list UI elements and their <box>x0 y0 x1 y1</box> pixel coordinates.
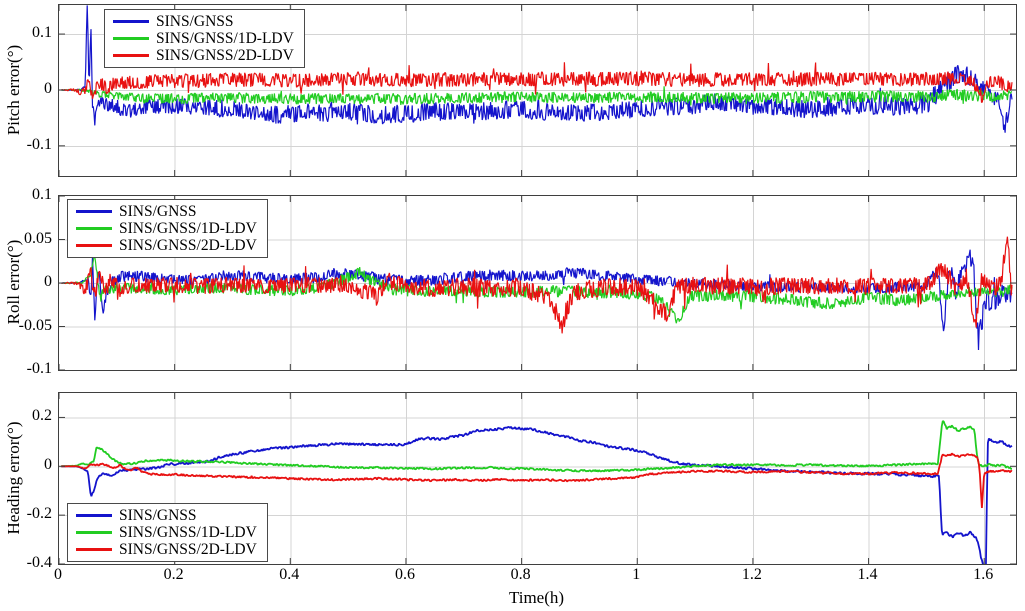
legend-label: SINS/GNSS/2D-LDV <box>119 541 257 558</box>
heading-legend: SINS/GNSS SINS/GNSS/1D-LDV SINS/GNSS/2D-LD… <box>67 503 268 562</box>
legend-label: SINS/GNSS/1D-LDV <box>119 220 257 237</box>
legend-line-swatch <box>113 20 149 23</box>
legend-line-swatch <box>76 514 112 517</box>
y-tick-label: 0 <box>44 456 52 474</box>
legend-item: SINS/GNSS <box>76 203 257 220</box>
x-tick-label: 0.4 <box>279 566 300 583</box>
x-axis-title: Time(h) <box>508 588 565 607</box>
x-tick-label: 0.8 <box>510 566 531 583</box>
legend-line-swatch <box>76 227 112 230</box>
series-line-sins-gnss-1d-ldv <box>61 420 1013 473</box>
y-tick-label: -0.1 <box>26 360 52 377</box>
legend-item: SINS/GNSS <box>76 507 257 524</box>
y-tick-label: 0 <box>44 79 52 97</box>
legend-label: SINS/GNSS/2D-LDV <box>119 237 257 254</box>
legend-label: SINS/GNSS/2D-LDV <box>156 47 294 64</box>
legend-item: SINS/GNSS/1D-LDV <box>76 220 257 237</box>
x-tick-label: 0.6 <box>394 566 415 583</box>
y-tick-label: 0 <box>44 273 52 290</box>
legend-line-swatch <box>113 37 149 40</box>
y-tick-label: 0.2 <box>32 407 52 425</box>
series-line-sins-gnss <box>61 5 1013 133</box>
legend-label: SINS/GNSS/1D-LDV <box>156 30 294 47</box>
x-tick-label: 1.6 <box>973 566 994 583</box>
legend-item: SINS/GNSS/1D-LDV <box>76 524 257 541</box>
legend-label: SINS/GNSS/1D-LDV <box>119 524 257 541</box>
legend-item: SINS/GNSS/1D-LDV <box>113 30 294 47</box>
heading-error--canvas <box>59 393 1016 564</box>
y-tick-label: 0.1 <box>32 186 52 203</box>
legend-item: SINS/GNSS/2D-LDV <box>76 541 257 558</box>
series-line-sins-gnss-1d-ldv <box>61 86 1013 106</box>
y-tick-label: -0.1 <box>26 135 52 153</box>
x-tick-label: 1 <box>632 566 641 583</box>
y-tick-label: -0.4 <box>26 554 52 571</box>
legend-label: SINS/GNSS <box>119 507 197 524</box>
legend-item: SINS/GNSS/2D-LDV <box>113 47 294 64</box>
x-tick-label: 0.2 <box>163 566 184 583</box>
series-line-sins-gnss-2d-ldv <box>61 62 1013 103</box>
legend-line-swatch <box>76 244 112 247</box>
legend-line-swatch <box>76 210 112 213</box>
legend-line-swatch <box>113 54 149 57</box>
series-line-sins-gnss-2d-ldv <box>61 236 1013 334</box>
x-tick-label: 1.4 <box>857 566 878 583</box>
legend-label: SINS/GNSS <box>119 203 197 220</box>
legend-item: SINS/GNSS <box>113 13 294 30</box>
y-tick-label: 0.1 <box>32 24 52 42</box>
y-tick-label: -0.05 <box>18 316 52 334</box>
x-tick-label: 0 <box>54 566 62 583</box>
series-line-sins-gnss-2d-ldv <box>61 452 1013 508</box>
legend-line-swatch <box>76 548 112 551</box>
legend-label: SINS/GNSS <box>156 13 234 30</box>
legend-item: SINS/GNSS/2D-LDV <box>76 237 257 254</box>
pitch-legend: SINS/GNSS SINS/GNSS/1D-LDV SINS/GNSS/2D-LD… <box>104 9 305 68</box>
legend-line-swatch <box>76 531 112 534</box>
y-tick-label: 0.05 <box>24 229 52 247</box>
y-tick-label: -0.2 <box>26 505 52 523</box>
roll-legend: SINS/GNSS SINS/GNSS/1D-LDV SINS/GNSS/2D-LD… <box>67 199 268 258</box>
x-tick-label: 1.2 <box>741 566 762 583</box>
series-line-sins-gnss <box>61 249 1013 351</box>
